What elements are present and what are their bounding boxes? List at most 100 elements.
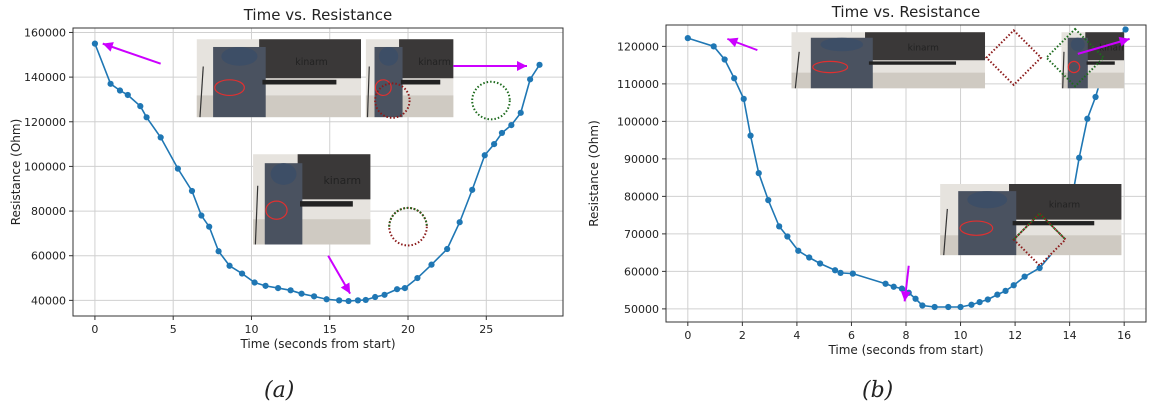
data-point <box>215 248 221 254</box>
data-point <box>891 284 897 290</box>
data-point <box>324 296 330 302</box>
photo-logo-text: kinarm <box>908 44 939 54</box>
y-tick-label: 140000 <box>24 71 66 84</box>
chart-b: 5000060000700008000090000100000110000120… <box>578 0 1156 372</box>
caption-a: (a) <box>264 378 294 403</box>
data-point <box>776 223 782 229</box>
data-point <box>795 248 801 254</box>
data-point <box>806 254 812 260</box>
data-point <box>189 188 195 194</box>
x-tick-label: 14 <box>1063 329 1077 342</box>
x-axis-label: Time (seconds from start) <box>239 337 395 351</box>
vr-headset-icon <box>821 38 864 52</box>
x-tick-label: 12 <box>1008 329 1022 342</box>
data-point <box>198 212 204 218</box>
y-tick-label: 100000 <box>617 115 659 128</box>
data-point <box>919 302 925 308</box>
y-tick-label: 70000 <box>624 228 659 241</box>
data-point <box>711 43 717 49</box>
data-point <box>499 130 505 136</box>
annotation-photo-2: kinarm <box>940 184 1121 255</box>
x-tick-label: 0 <box>91 323 98 336</box>
x-tick-label: 25 <box>479 323 493 336</box>
data-point <box>1011 282 1017 288</box>
data-point <box>784 233 790 239</box>
y-tick-label: 40000 <box>31 294 66 307</box>
data-point <box>251 279 257 285</box>
y-tick-label: 160000 <box>24 26 66 39</box>
data-point <box>363 297 369 303</box>
data-point <box>945 304 951 310</box>
x-axis-label: Time (seconds from start) <box>827 343 983 357</box>
data-point <box>912 296 918 302</box>
data-point <box>1092 94 1098 100</box>
y-tick-label: 120000 <box>24 116 66 129</box>
chart-title: Time vs. Resistance <box>243 6 393 24</box>
data-point <box>298 291 304 297</box>
photo-logo-text: kinarm <box>418 57 451 68</box>
y-tick-label: 60000 <box>624 265 659 278</box>
data-point <box>731 75 737 81</box>
annotation-photo-2: kinarm <box>253 154 370 244</box>
data-point <box>175 166 181 172</box>
x-tick-label: 15 <box>323 323 337 336</box>
y-tick-label: 50000 <box>624 303 659 316</box>
data-point <box>414 275 420 281</box>
annotation-photo-0: kinarm <box>197 39 361 117</box>
data-point <box>125 92 131 98</box>
photo-arm-support <box>262 80 336 85</box>
y-axis-label: Resistance (Ohm) <box>9 119 23 226</box>
data-point <box>1037 265 1043 271</box>
data-point <box>685 35 691 41</box>
vr-headset-icon <box>967 191 1007 208</box>
photo-arm-support <box>869 61 956 64</box>
photo-arm-support <box>1013 221 1095 225</box>
x-tick-label: 4 <box>793 329 800 342</box>
photo-arm-support <box>401 80 440 85</box>
data-point <box>985 296 991 302</box>
data-point <box>394 286 400 292</box>
data-point <box>428 262 434 268</box>
data-point <box>850 271 856 277</box>
data-point <box>977 299 983 305</box>
data-point <box>457 219 463 225</box>
data-point <box>372 294 378 300</box>
data-point <box>508 122 514 128</box>
data-point <box>882 281 888 287</box>
vr-headset-icon <box>221 47 257 66</box>
data-point <box>402 285 408 291</box>
vr-headset-icon <box>379 47 398 66</box>
photo-logo-text: kinarm <box>1049 201 1080 211</box>
data-point <box>381 292 387 298</box>
data-point <box>92 41 98 47</box>
data-point <box>536 62 542 68</box>
data-point <box>226 263 232 269</box>
data-point <box>444 246 450 252</box>
data-point <box>817 260 823 266</box>
data-point <box>899 286 905 292</box>
data-point <box>288 287 294 293</box>
data-point <box>722 56 728 62</box>
data-point <box>932 304 938 310</box>
x-tick-label: 10 <box>954 329 968 342</box>
data-point <box>1002 288 1008 294</box>
data-point <box>1076 155 1082 161</box>
data-point <box>527 76 533 82</box>
y-tick-label: 80000 <box>624 190 659 203</box>
data-point <box>262 283 268 289</box>
data-point <box>206 224 212 230</box>
x-tick-label: 0 <box>684 329 691 342</box>
y-tick-label: 90000 <box>624 153 659 166</box>
data-point <box>143 114 149 120</box>
data-point <box>1022 274 1028 280</box>
photo-logo-text: kinarm <box>323 174 361 187</box>
data-point <box>765 197 771 203</box>
data-point <box>239 270 245 276</box>
data-point <box>994 292 1000 298</box>
y-axis-label: Resistance (Ohm) <box>587 120 601 227</box>
data-point <box>741 96 747 102</box>
data-point <box>491 141 497 147</box>
data-point <box>968 302 974 308</box>
photo-arm-support <box>300 201 353 206</box>
chart-a: 4000060000800001000001200001400001600000… <box>0 0 578 372</box>
